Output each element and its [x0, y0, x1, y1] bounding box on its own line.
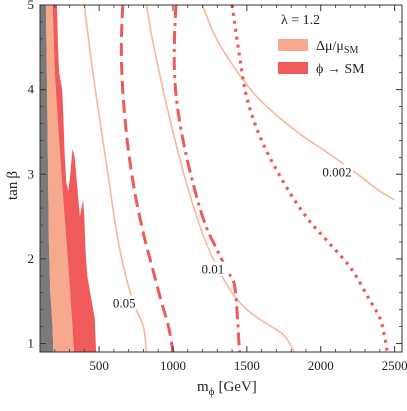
contour-label-0: 0.05	[113, 295, 136, 310]
legend: λ = 1.2 Δμ/μSM ϕ → SM	[278, 13, 365, 77]
legend-label-delta-mu: Δμ/μSM	[316, 39, 358, 56]
x-axis-label: mϕ [GeV]	[197, 379, 257, 398]
y-axis-label: tanβ	[5, 171, 21, 200]
contour-dashed-1	[119, 5, 175, 352]
contour-dotted-5	[230, 5, 389, 352]
contours-layer	[83, 5, 396, 352]
y-tick-label: 5	[28, 0, 35, 12]
contour-solid-0	[83, 5, 148, 352]
y-tick-label: 4	[28, 82, 35, 97]
contour-label-bg	[196, 261, 229, 276]
y-tick-label: 3	[28, 166, 35, 181]
plot-frame	[39, 4, 403, 353]
region-dark	[40, 5, 54, 352]
x-tick-label: 2500	[382, 358, 407, 373]
contour-label-2: 0.002	[322, 164, 351, 179]
region-delta-mu	[45, 5, 74, 352]
legend-label-phi-sm: ϕ → SM	[316, 62, 365, 77]
x-tick-label: 1500	[234, 358, 260, 373]
contour-dashdot-3	[172, 5, 241, 352]
contour-label-bg	[108, 295, 141, 310]
x-tick-label: 500	[89, 358, 109, 373]
ticks-layer: 500 1000 1500 2000 2500 1 2 3 4 5	[28, 0, 407, 373]
contour-label-1: 0.01	[201, 262, 224, 277]
contour-solid-2	[145, 5, 295, 352]
y-tick-label: 1	[28, 336, 35, 351]
y-tick-label: 2	[28, 251, 35, 266]
regions-layer	[40, 5, 97, 352]
contour-label-bg	[320, 164, 353, 179]
contour-solid-4	[201, 5, 396, 201]
legend-swatch-delta-mu	[278, 39, 308, 51]
contour-labels-layer: 0.05 0.01 0.002	[108, 164, 353, 310]
x-tick-label: 2000	[308, 358, 334, 373]
x-tick-label: 1000	[160, 358, 186, 373]
region-phi-sm	[52, 5, 97, 352]
legend-swatch-phi-sm	[278, 62, 308, 74]
legend-header: λ = 1.2	[281, 13, 320, 28]
